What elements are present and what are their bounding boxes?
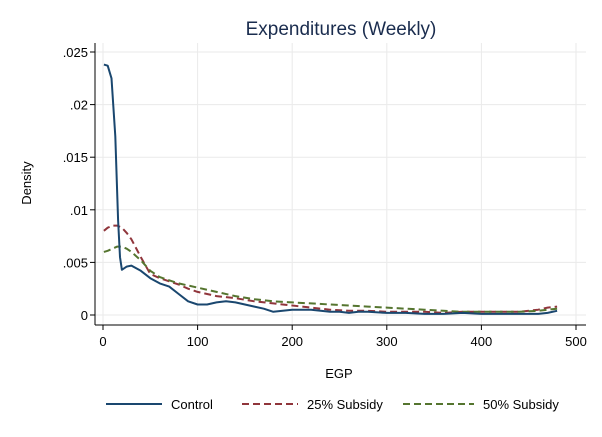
y-tick-label: .02 [70, 98, 88, 113]
chart-title: Expenditures (Weekly) [246, 19, 437, 40]
series-line-control [103, 63, 558, 315]
series-lines [103, 63, 558, 315]
y-tick-label: .025 [63, 45, 88, 60]
legend-label: 50% Subsidy [483, 397, 559, 412]
y-axis-label: Density [19, 161, 34, 205]
x-tick-label: 0 [99, 334, 106, 349]
x-tick-label: 500 [565, 334, 587, 349]
x-axis-label: EGP [325, 366, 352, 381]
y-tick-label: 0 [81, 308, 88, 323]
legend-label: 25% Subsidy [307, 397, 383, 412]
legend: Control 25% Subsidy 50% Subsidy [106, 397, 559, 412]
series-line-25-subsidy [103, 224, 558, 314]
x-tick-label: 200 [281, 334, 303, 349]
axes: 0 100 200 300 400 500 0 .005 .01 .015 .02 .025 [63, 43, 587, 349]
grid-lines [95, 43, 586, 325]
y-tick-label: .015 [63, 150, 88, 165]
x-tick-label: 100 [187, 334, 209, 349]
y-tick-label: .01 [70, 203, 88, 218]
legend-label: Control [171, 397, 213, 412]
x-tick-label: 400 [471, 334, 493, 349]
series-line-50-subsidy [103, 245, 558, 313]
x-tick-label: 300 [376, 334, 398, 349]
y-tick-label: .005 [63, 255, 88, 270]
